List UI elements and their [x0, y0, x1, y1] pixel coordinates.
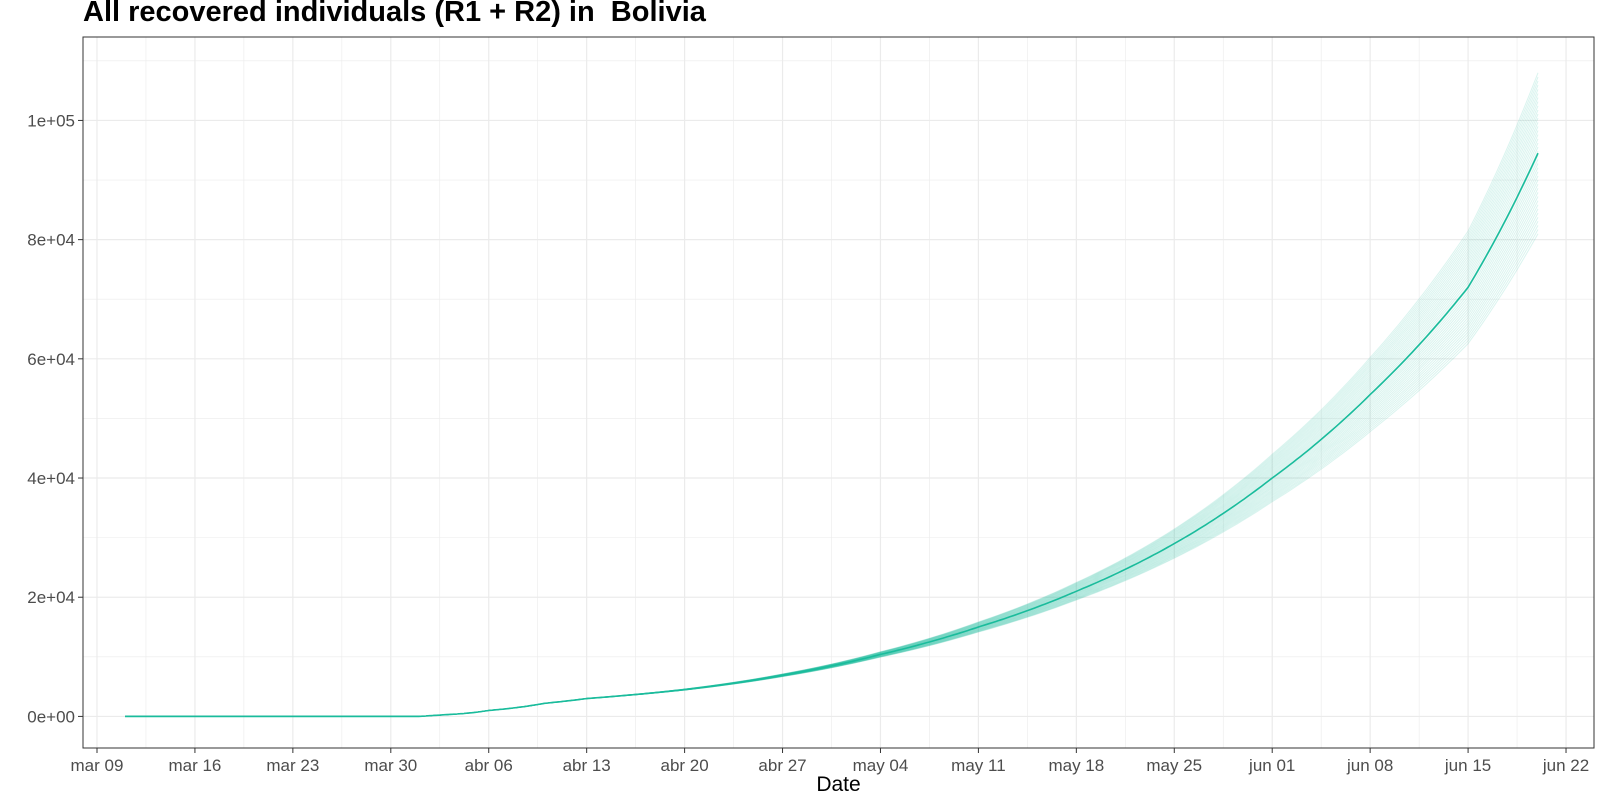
panel-border: [82, 36, 1595, 749]
x-tick-label: jun 15: [1444, 756, 1491, 775]
x-tick-label: may 25: [1146, 756, 1202, 775]
series-line-median: [125, 152, 1539, 718]
y-tick-label: 1e+05: [27, 111, 75, 130]
x-tick-label: may 18: [1048, 756, 1104, 775]
x-tick-label: mar 16: [168, 756, 221, 775]
x-tick-label: mar 30: [364, 756, 417, 775]
x-axis-title: Date: [816, 773, 860, 796]
x-tick-label: jun 01: [1248, 756, 1295, 775]
y-axis: 0e+00 2e+04 4e+04 6e+04 8e+04 1e+05: [27, 111, 83, 726]
x-tick-label: jun 22: [1542, 756, 1589, 775]
x-tick-label: may 04: [853, 756, 909, 775]
y-tick-label: 6e+04: [27, 350, 75, 369]
chart-title: All recovered individuals (R1 + R2) in B…: [83, 0, 706, 28]
y-tick-label: 8e+04: [27, 231, 75, 250]
x-tick-label: mar 23: [266, 756, 319, 775]
x-axis: mar 09 mar 16 mar 23 mar 30 abr 06 abr 13 abr …: [71, 748, 1589, 775]
y-tick-label: 2e+04: [27, 588, 75, 607]
x-tick-label: abr 27: [758, 756, 806, 775]
x-tick-label: mar 09: [71, 756, 124, 775]
series-lines: [125, 152, 1539, 718]
y-tick-label: 4e+04: [27, 469, 75, 488]
x-tick-label: abr 13: [563, 756, 611, 775]
x-tick-label: abr 06: [465, 756, 513, 775]
x-tick-label: may 11: [951, 756, 1006, 775]
x-tick-label: abr 20: [661, 756, 709, 775]
y-tick-label: 0e+00: [27, 707, 75, 726]
grid: [83, 37, 1594, 748]
x-tick-label: jun 08: [1346, 756, 1393, 775]
